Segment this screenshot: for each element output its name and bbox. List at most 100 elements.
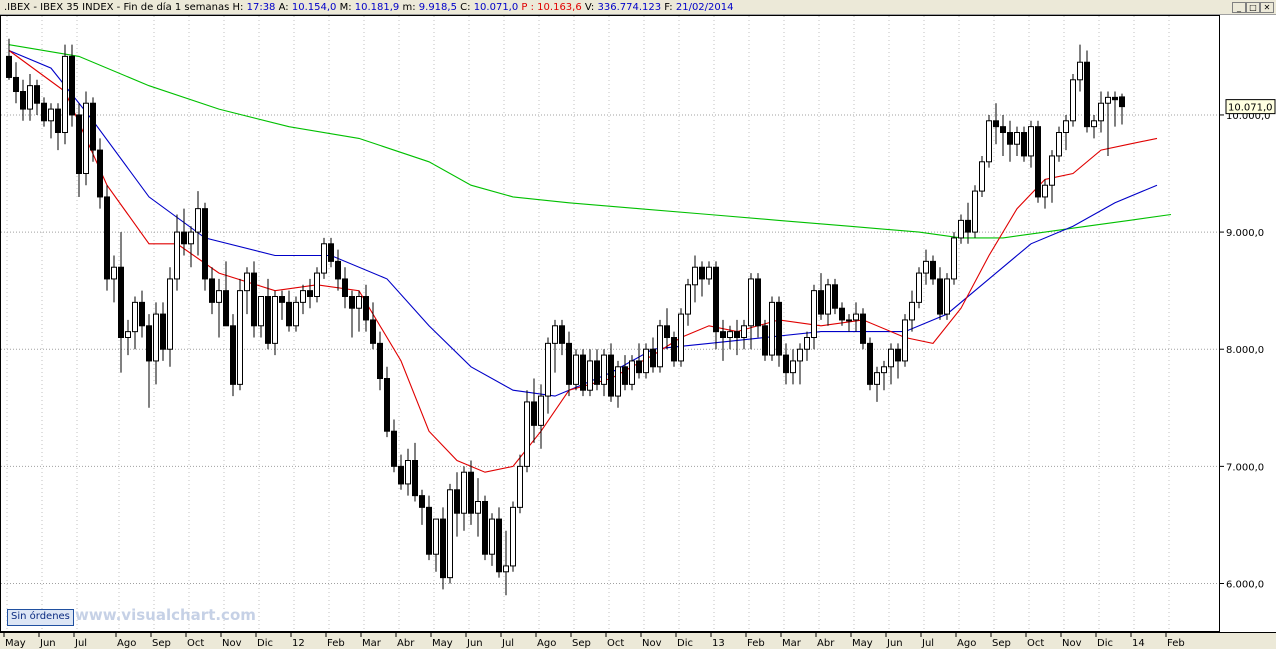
candle[interactable] <box>734 319 740 356</box>
candle[interactable] <box>713 261 719 350</box>
candle[interactable] <box>377 331 383 391</box>
candle[interactable] <box>916 267 922 309</box>
candle[interactable] <box>986 114 992 168</box>
candle[interactable] <box>825 278 831 326</box>
candle[interactable] <box>83 91 89 186</box>
candle[interactable] <box>811 284 817 350</box>
candle[interactable] <box>1063 114 1069 151</box>
candle[interactable] <box>342 267 348 309</box>
candle[interactable] <box>818 273 824 320</box>
candle[interactable] <box>370 302 376 350</box>
candle[interactable] <box>909 290 915 332</box>
candle[interactable] <box>566 331 572 397</box>
candle[interactable] <box>587 349 593 397</box>
candle[interactable] <box>496 507 502 578</box>
maximize-button[interactable]: □ <box>1246 2 1260 13</box>
candle[interactable] <box>741 319 747 350</box>
candle[interactable] <box>839 302 845 326</box>
candle[interactable] <box>174 214 180 291</box>
candle[interactable] <box>475 478 481 537</box>
candle[interactable] <box>601 349 607 397</box>
candle[interactable] <box>888 343 894 385</box>
candle[interactable] <box>1049 150 1055 203</box>
candle[interactable] <box>300 284 306 315</box>
candle[interactable] <box>881 360 887 391</box>
candle[interactable] <box>1021 126 1027 162</box>
candle[interactable] <box>1119 93 1125 125</box>
candle[interactable] <box>979 155 985 197</box>
candle[interactable] <box>244 267 250 315</box>
candle[interactable] <box>489 513 495 566</box>
candle[interactable] <box>874 366 880 402</box>
candle[interactable] <box>720 319 726 361</box>
candle[interactable] <box>776 296 782 367</box>
candle[interactable] <box>937 267 943 320</box>
candle[interactable] <box>356 290 362 332</box>
candle[interactable] <box>657 319 663 373</box>
candle[interactable] <box>223 261 229 327</box>
candle[interactable] <box>573 349 579 391</box>
candle[interactable] <box>216 278 222 338</box>
candle[interactable] <box>349 290 355 338</box>
candle[interactable] <box>685 278 691 326</box>
candle[interactable] <box>951 232 957 285</box>
candle[interactable] <box>321 237 327 279</box>
candle[interactable] <box>832 278 838 315</box>
candle[interactable] <box>230 314 236 397</box>
candle[interactable] <box>594 349 600 391</box>
candle[interactable] <box>426 495 432 561</box>
candle[interactable] <box>202 202 208 291</box>
candle[interactable] <box>1070 73 1076 127</box>
candle[interactable] <box>132 296 138 350</box>
candle[interactable] <box>209 267 215 315</box>
candle[interactable] <box>524 390 530 473</box>
candle[interactable] <box>1084 50 1090 133</box>
candle[interactable] <box>384 366 390 438</box>
candle[interactable] <box>895 343 901 379</box>
candle[interactable] <box>1035 120 1041 203</box>
candle[interactable] <box>433 518 439 572</box>
candle[interactable] <box>531 378 537 443</box>
candle[interactable] <box>783 343 789 385</box>
candle[interactable] <box>958 214 964 244</box>
candle[interactable] <box>167 267 173 367</box>
candle[interactable] <box>1077 44 1083 92</box>
candle[interactable] <box>293 296 299 332</box>
candle[interactable] <box>846 314 852 332</box>
candle[interactable] <box>363 284 369 332</box>
candle[interactable] <box>944 273 950 320</box>
candle[interactable] <box>923 249 929 285</box>
candle[interactable] <box>97 138 103 209</box>
candle[interactable] <box>237 278 243 391</box>
candle[interactable] <box>1000 114 1006 156</box>
candle[interactable] <box>1056 126 1062 162</box>
candle[interactable] <box>755 273 761 338</box>
candle[interactable] <box>405 448 411 496</box>
candle[interactable] <box>125 319 131 356</box>
candle[interactable] <box>503 530 509 596</box>
candle[interactable] <box>468 460 474 525</box>
candle[interactable] <box>286 290 292 332</box>
candle[interactable] <box>146 314 152 408</box>
candle[interactable] <box>650 337 656 373</box>
candle[interactable] <box>797 343 803 385</box>
candle[interactable] <box>559 319 565 356</box>
candle[interactable] <box>251 261 257 338</box>
candle[interactable] <box>419 489 425 525</box>
price-chart[interactable] <box>1 16 1219 631</box>
candle[interactable] <box>412 442 418 502</box>
candle[interactable] <box>517 454 523 514</box>
candle[interactable] <box>636 343 642 379</box>
close-button[interactable]: ✕ <box>1260 2 1274 13</box>
candle[interactable] <box>461 466 467 531</box>
candle[interactable] <box>615 360 621 408</box>
candle[interactable] <box>272 290 278 356</box>
candle[interactable] <box>6 38 12 80</box>
candle[interactable] <box>902 314 908 367</box>
plot-area[interactable] <box>0 15 1220 632</box>
candle[interactable] <box>545 337 551 414</box>
candle[interactable] <box>629 355 635 391</box>
candle[interactable] <box>118 232 124 373</box>
candle[interactable] <box>622 355 628 391</box>
candle[interactable] <box>993 103 999 145</box>
